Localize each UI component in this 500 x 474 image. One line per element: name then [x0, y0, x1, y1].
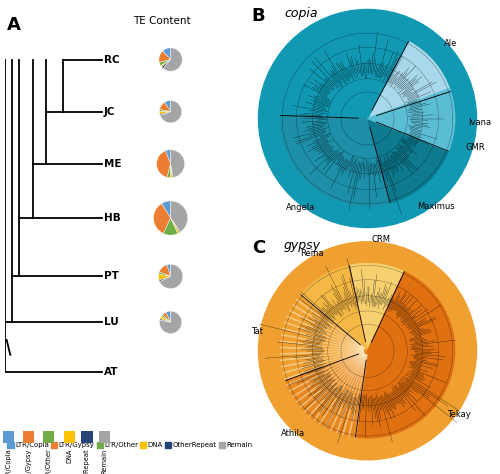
Wedge shape — [166, 311, 170, 322]
Wedge shape — [160, 109, 170, 112]
Text: CRM: CRM — [372, 235, 390, 244]
Text: Remain: Remain — [102, 448, 107, 474]
Text: Athila: Athila — [280, 429, 304, 438]
Wedge shape — [159, 276, 170, 282]
Wedge shape — [167, 164, 170, 178]
Wedge shape — [159, 265, 170, 276]
Wedge shape — [356, 351, 454, 438]
FancyBboxPatch shape — [2, 431, 14, 443]
Wedge shape — [160, 264, 183, 289]
FancyBboxPatch shape — [64, 431, 75, 443]
Text: Ale: Ale — [444, 39, 458, 48]
Wedge shape — [160, 316, 170, 322]
Text: Angela: Angela — [286, 203, 315, 212]
Text: GMR: GMR — [466, 143, 485, 152]
FancyBboxPatch shape — [99, 431, 110, 443]
Circle shape — [258, 9, 476, 228]
Text: TE Content: TE Content — [132, 16, 190, 26]
Text: OtherRepeat: OtherRepeat — [84, 448, 90, 474]
Wedge shape — [162, 48, 170, 60]
Wedge shape — [162, 60, 170, 69]
Wedge shape — [156, 151, 170, 177]
Text: Tat: Tat — [252, 327, 264, 336]
Wedge shape — [160, 60, 170, 67]
Wedge shape — [368, 42, 450, 118]
Wedge shape — [160, 100, 182, 123]
Wedge shape — [280, 31, 408, 118]
Text: DNA: DNA — [66, 448, 72, 463]
Wedge shape — [161, 315, 170, 322]
Wedge shape — [162, 201, 170, 218]
Text: LTR/Gypsy: LTR/Gypsy — [25, 448, 31, 474]
Wedge shape — [159, 51, 170, 63]
Wedge shape — [286, 351, 368, 437]
Text: LTR/Copia: LTR/Copia — [5, 448, 11, 474]
Wedge shape — [160, 319, 170, 322]
Text: A: A — [8, 16, 21, 34]
Text: ME: ME — [104, 159, 122, 169]
Text: JC: JC — [104, 107, 116, 117]
Text: gypsy: gypsy — [284, 239, 321, 252]
Wedge shape — [170, 164, 172, 178]
Text: B: B — [252, 7, 266, 25]
Text: PT: PT — [104, 272, 119, 282]
Wedge shape — [162, 312, 170, 322]
Wedge shape — [154, 204, 170, 234]
Wedge shape — [166, 150, 170, 164]
Text: RC: RC — [104, 55, 120, 64]
Text: HB: HB — [104, 213, 120, 223]
Text: Ivana: Ivana — [468, 118, 491, 127]
FancyBboxPatch shape — [42, 431, 54, 443]
Wedge shape — [280, 116, 390, 206]
Wedge shape — [158, 272, 170, 276]
Wedge shape — [160, 311, 182, 334]
Wedge shape — [170, 201, 188, 232]
Wedge shape — [160, 102, 170, 112]
Wedge shape — [170, 218, 180, 232]
Wedge shape — [167, 264, 170, 276]
FancyBboxPatch shape — [81, 431, 92, 443]
Wedge shape — [163, 48, 182, 71]
Wedge shape — [280, 295, 368, 381]
Wedge shape — [300, 265, 368, 351]
Wedge shape — [170, 164, 173, 178]
Text: LTR/Other: LTR/Other — [45, 448, 51, 474]
Wedge shape — [164, 218, 178, 235]
Wedge shape — [158, 274, 170, 280]
Wedge shape — [160, 112, 170, 116]
Text: Tekay: Tekay — [448, 410, 471, 419]
Text: Maximus: Maximus — [418, 202, 455, 211]
Circle shape — [258, 242, 476, 460]
Text: AT: AT — [104, 367, 118, 377]
Wedge shape — [368, 118, 448, 203]
Wedge shape — [170, 218, 180, 234]
Wedge shape — [160, 60, 170, 66]
Text: copia: copia — [284, 7, 318, 19]
Wedge shape — [350, 264, 405, 351]
Legend: LTR/Copia, LTR/Gypsy, LTR/Other, DNA, OtherRepeat, Remain: LTR/Copia, LTR/Gypsy, LTR/Other, DNA, Ot… — [5, 440, 255, 451]
Wedge shape — [368, 89, 454, 118]
Text: Reina: Reina — [300, 249, 324, 258]
Wedge shape — [368, 272, 454, 351]
Wedge shape — [160, 112, 170, 114]
Text: C: C — [252, 239, 265, 257]
Wedge shape — [170, 150, 184, 178]
FancyBboxPatch shape — [22, 431, 34, 443]
Text: LU: LU — [104, 317, 118, 328]
Wedge shape — [368, 118, 454, 151]
Wedge shape — [164, 100, 170, 112]
